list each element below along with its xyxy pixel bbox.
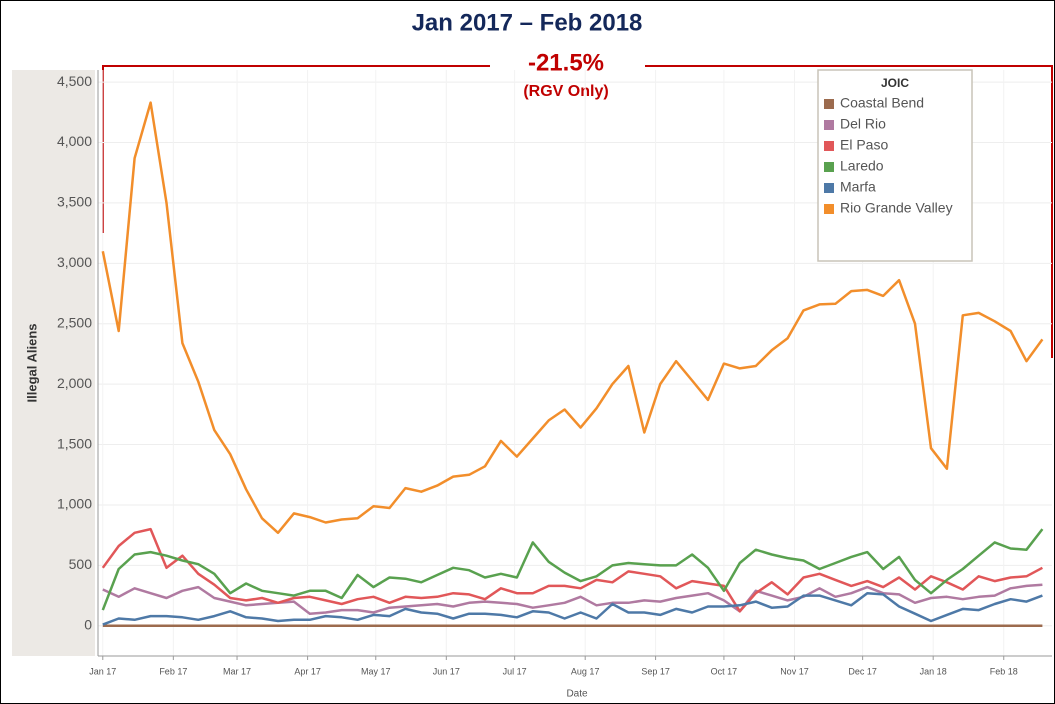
lines bbox=[101, 101, 1044, 628]
legend-label: Coastal Bend bbox=[840, 95, 924, 111]
y-tick-label: 1,000 bbox=[57, 496, 92, 512]
legend-label: Rio Grande Valley bbox=[840, 200, 953, 216]
x-tick-label: May 17 bbox=[361, 666, 391, 676]
legend-swatch bbox=[824, 141, 834, 151]
x-tick-label: Jun 17 bbox=[433, 666, 460, 676]
x-tick-label: Mar 17 bbox=[223, 666, 251, 676]
chart-title: Jan 2017 – Feb 2018 bbox=[412, 9, 643, 36]
x-tick-label: Dec 17 bbox=[848, 666, 877, 676]
x-tick-label: Jul 17 bbox=[503, 666, 527, 676]
legend-label: Del Rio bbox=[840, 116, 886, 132]
y-tick-label: 2,000 bbox=[57, 375, 92, 391]
x-tick-label: Aug 17 bbox=[571, 666, 600, 676]
legend: JOIC Coastal Bend Del Rio El Paso Laredo Mar… bbox=[817, 69, 973, 262]
x-tick-label: Jan 18 bbox=[920, 666, 947, 676]
y-tick-label: 4,000 bbox=[57, 133, 92, 149]
series-line bbox=[101, 101, 1044, 535]
legend-title: JOIC bbox=[881, 76, 909, 90]
y-axis-label: Illegal Aliens bbox=[24, 324, 39, 403]
legend-label: Laredo bbox=[840, 158, 884, 174]
y-tick-label: 3,500 bbox=[57, 194, 92, 210]
legend-swatch bbox=[824, 162, 834, 172]
y-tick-label: 2,500 bbox=[57, 314, 92, 330]
series-line bbox=[101, 528, 1044, 611]
annotation: -21.5% bbox=[528, 49, 604, 76]
axis-band bbox=[12, 70, 95, 656]
x-tick-label: Oct 17 bbox=[711, 666, 738, 676]
y-tick-label: 0 bbox=[84, 616, 92, 632]
legend-label: El Paso bbox=[840, 137, 888, 153]
y-tick-label: 4,500 bbox=[57, 73, 92, 89]
x-tick-label: Apr 17 bbox=[294, 666, 321, 676]
y-tick-label: 1,500 bbox=[57, 435, 92, 451]
x-tick-label: Nov 17 bbox=[780, 666, 809, 676]
legend-label: Marfa bbox=[840, 179, 876, 195]
y-tick-label: 500 bbox=[69, 556, 93, 572]
legend-swatch bbox=[824, 204, 834, 214]
legend-swatch bbox=[824, 120, 834, 130]
x-tick-label: Jan 17 bbox=[89, 666, 116, 676]
x-tick-label: Feb 18 bbox=[990, 666, 1018, 676]
legend-box bbox=[817, 69, 973, 262]
x-tick-label: Sep 17 bbox=[641, 666, 670, 676]
series-line bbox=[101, 527, 1043, 613]
legend-swatch bbox=[824, 99, 834, 109]
annotation-sub: (RGV Only) bbox=[523, 83, 608, 100]
series-line bbox=[102, 583, 1043, 615]
y-tick-label: 3,000 bbox=[57, 254, 92, 270]
series-line bbox=[102, 591, 1043, 626]
x-axis-label: Date bbox=[566, 689, 588, 700]
legend-swatch bbox=[824, 183, 834, 193]
x-tick-label: Feb 17 bbox=[159, 666, 187, 676]
